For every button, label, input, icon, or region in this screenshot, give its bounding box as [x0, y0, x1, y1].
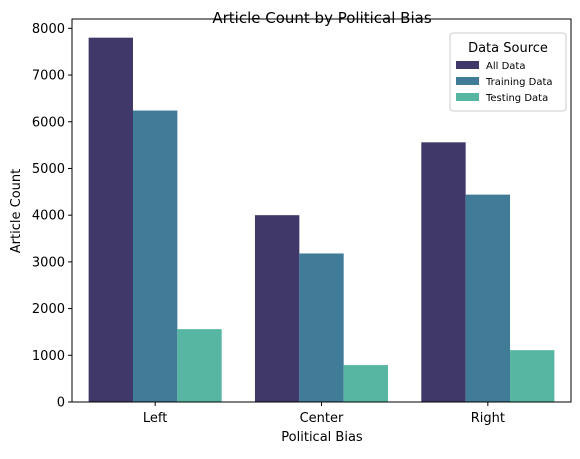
bar-right-training-data [465, 194, 511, 402]
legend-box [449, 32, 567, 112]
legend-swatch-testing-data [456, 93, 479, 101]
legend-swatch-all-data [456, 61, 479, 69]
bar-right-all-data [421, 142, 466, 402]
y-tick-label: 7000 [32, 69, 65, 84]
legend-label-testing-data: Testing Data [485, 93, 548, 104]
y-tick-label: 2000 [32, 302, 65, 317]
x-tick-label-center: Center [300, 411, 344, 426]
y-tick-label: 6000 [32, 115, 65, 130]
y-axis-label: Article Count [9, 169, 24, 253]
legend-title: Data Source [468, 41, 548, 56]
plot-frame [71, 18, 572, 403]
legend: Data Source All Data Training Data Testing… [449, 32, 567, 112]
y-tick-label: 1000 [32, 349, 65, 364]
y-tick-label: 8000 [32, 22, 65, 37]
y-tick-label: 5000 [32, 162, 65, 177]
chart-title: Article Count by Political Bias [212, 9, 431, 27]
bar-center-training-data [299, 253, 344, 402]
legend-label-training-data: Training Data [485, 77, 553, 88]
y-tick-label: 4000 [32, 209, 65, 224]
x-axis-label: Political Bias [281, 430, 363, 445]
x-tick-label-left: Left [143, 411, 167, 426]
bar-left-testing-data [177, 329, 222, 402]
legend-swatch-training-data [456, 77, 479, 85]
bar-center-all-data [254, 215, 300, 402]
legend-label-all-data: All Data [486, 61, 525, 72]
x-tick-label-right: Right [471, 411, 505, 426]
y-tick-label: 3000 [32, 255, 65, 270]
legend-items: All Data Training Data Testing Data [456, 61, 553, 104]
x-axis: Left Center Right [143, 402, 505, 426]
y-axis: 0 1000 2000 3000 4000 5000 6000 7000 8000 [32, 22, 72, 411]
bar-center-testing-data [343, 365, 389, 402]
bar-left-all-data [88, 37, 133, 403]
bar-left-training-data [132, 110, 178, 403]
bars-layer [88, 37, 555, 403]
bar-right-testing-data [510, 350, 555, 402]
y-tick-label: 0 [57, 396, 65, 411]
